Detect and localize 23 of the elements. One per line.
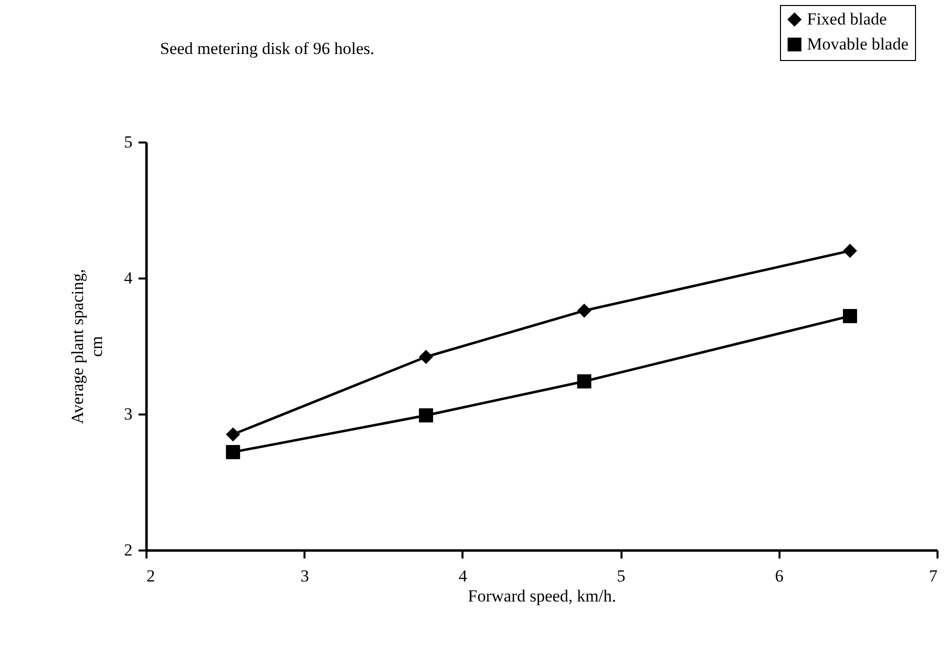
x-tick-label: 3: [300, 566, 309, 586]
x-tick-label: 2: [146, 566, 155, 586]
legend-label: Fixed blade: [807, 10, 887, 28]
y-tick-label: 2: [124, 540, 132, 560]
x-tick-label: 7: [929, 566, 938, 586]
point: [577, 304, 592, 318]
x-tick-label: 4: [458, 566, 468, 586]
point: [226, 427, 240, 442]
point: [842, 244, 858, 258]
y-tick-label: 5: [124, 132, 132, 152]
x-tick-label: 5: [616, 566, 626, 586]
point: [418, 408, 434, 422]
point: [418, 350, 434, 364]
x-axis-title: Forward speed, km/h.: [468, 586, 616, 606]
legend-label: Movable blade: [807, 34, 908, 54]
chart-title: Seed metering disk of 96 holes.: [160, 39, 374, 58]
x-tick-label: 6: [775, 566, 784, 586]
point: [226, 445, 240, 460]
y-tick-label: 3: [124, 404, 132, 424]
point: [842, 309, 858, 324]
point: [577, 374, 592, 388]
y-tick-label: 4: [124, 268, 133, 288]
y-axis-title: Average plant spacing, cm: [68, 269, 106, 424]
